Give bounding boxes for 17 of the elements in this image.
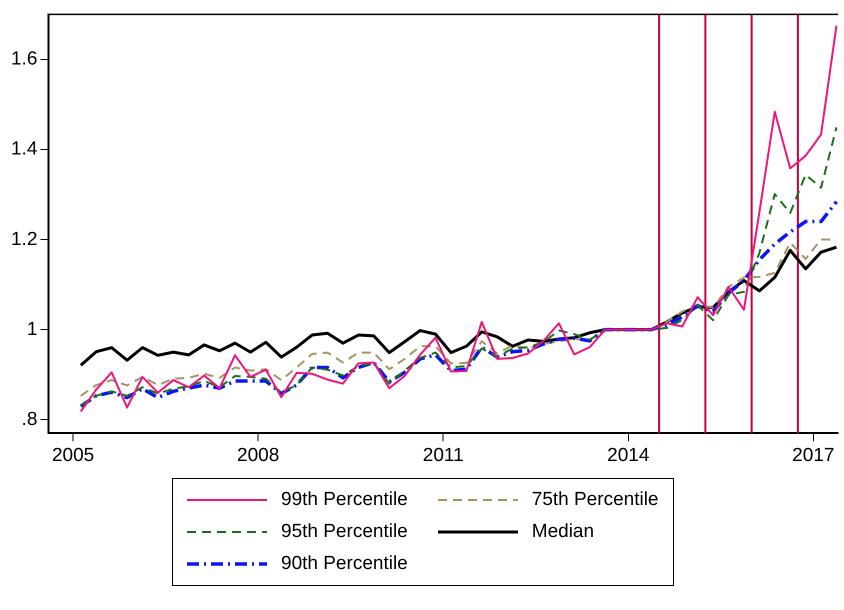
y-tick-label: .8	[22, 408, 38, 430]
x-tick-label: 2005	[52, 444, 94, 466]
legend-label: 95th Percentile	[281, 521, 408, 543]
x-tick-label: 2011	[422, 444, 464, 466]
legend-label: 99th Percentile	[281, 489, 408, 511]
y-tick-label: 1.4	[10, 138, 38, 160]
legend-label: 90th Percentile	[281, 553, 408, 575]
y-tick-label: 1.6	[10, 48, 38, 70]
line-series	[79, 200, 838, 408]
line-series	[80, 126, 838, 406]
legend-label: 75th Percentile	[532, 489, 658, 511]
y-tick-label: 1	[26, 318, 38, 340]
y-tick-label: 1.2	[10, 228, 38, 250]
legend-label: Median	[532, 521, 594, 543]
x-tick-label: 2017	[792, 444, 834, 466]
x-tick-label: 2014	[607, 444, 650, 466]
x-tick-label: 2008	[237, 444, 280, 466]
